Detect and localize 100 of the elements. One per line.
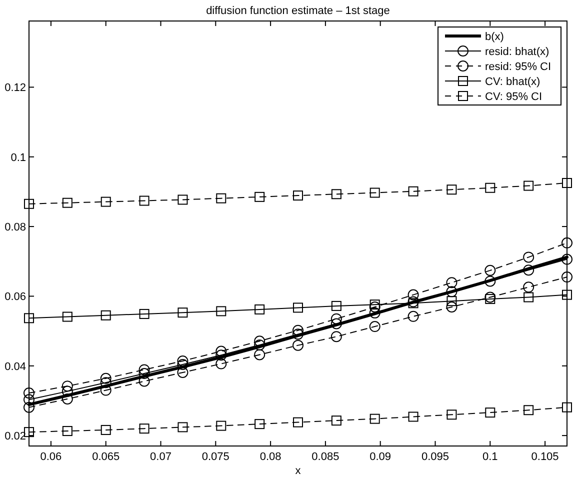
point — [100, 424, 111, 435]
point — [446, 302, 458, 313]
point — [446, 286, 458, 298]
point — [62, 386, 73, 397]
point — [562, 272, 572, 283]
point — [100, 384, 112, 396]
point — [62, 312, 72, 322]
point — [24, 198, 34, 209]
point — [523, 264, 534, 276]
x-tick-label: 0.08 — [260, 451, 282, 463]
point — [370, 414, 380, 424]
y-tick-label: 0.06 — [4, 291, 26, 304]
point — [331, 189, 342, 200]
point — [62, 198, 72, 208]
point — [330, 331, 342, 342]
point — [562, 237, 572, 248]
point — [293, 417, 303, 428]
point — [331, 416, 342, 426]
x-tick-label: 0.09 — [370, 451, 392, 463]
point — [62, 393, 73, 404]
point — [178, 308, 188, 318]
point — [523, 252, 534, 263]
point — [139, 308, 150, 319]
point — [293, 302, 303, 313]
point — [216, 306, 226, 316]
x-tick-label: 0.075 — [202, 451, 230, 463]
point — [408, 186, 418, 196]
y-tick-label: 0.1 — [10, 152, 26, 164]
point — [446, 296, 457, 306]
legend-label: CV: 95% CI — [485, 91, 542, 103]
point — [330, 318, 342, 330]
x-tick-label: 0.095 — [421, 451, 450, 463]
point — [484, 276, 496, 287]
legend-label: resid: bhat(x) — [485, 46, 550, 58]
point — [100, 196, 111, 207]
point — [254, 339, 266, 350]
point — [485, 182, 496, 193]
point — [216, 420, 226, 431]
point — [524, 292, 534, 302]
chart-title: diffusion function estimate – 1st stage — [206, 5, 390, 17]
point — [369, 307, 380, 318]
point — [178, 422, 188, 432]
point — [524, 180, 534, 191]
point — [62, 380, 73, 392]
point — [408, 412, 418, 422]
point — [446, 410, 457, 420]
point — [369, 321, 380, 332]
point — [562, 402, 572, 412]
point — [177, 366, 188, 378]
point — [216, 346, 227, 357]
point — [254, 419, 265, 430]
point — [524, 405, 534, 416]
point — [138, 368, 150, 380]
point — [100, 377, 112, 388]
point — [562, 178, 572, 188]
point — [293, 190, 303, 201]
point — [216, 350, 227, 361]
point — [523, 282, 534, 293]
point — [292, 340, 304, 351]
point — [254, 349, 266, 360]
point — [216, 193, 226, 204]
point — [254, 192, 265, 202]
point — [292, 324, 304, 336]
point — [446, 184, 457, 195]
point — [408, 310, 419, 322]
point — [100, 372, 112, 384]
legend-label: CV: bhat(x) — [485, 76, 540, 88]
point — [177, 356, 188, 366]
point — [330, 313, 342, 324]
point — [331, 300, 342, 311]
point — [24, 313, 34, 324]
point — [254, 304, 265, 314]
point — [446, 277, 458, 288]
point — [408, 289, 419, 300]
point — [484, 264, 496, 276]
point — [100, 310, 111, 320]
point — [24, 388, 34, 399]
point — [24, 427, 34, 438]
point — [138, 364, 150, 376]
point — [139, 424, 150, 434]
point — [562, 290, 572, 300]
point — [24, 402, 34, 413]
x-tick-label: 0.105 — [531, 451, 559, 463]
point — [139, 196, 150, 206]
legend-label: resid: 95% CI — [485, 61, 552, 73]
x-axis-title: x — [295, 465, 302, 477]
y-tick-label: 0.04 — [4, 360, 26, 373]
point — [562, 254, 572, 265]
x-tick-label: 0.06 — [40, 451, 62, 463]
point — [62, 426, 72, 436]
x-tick-label: 0.1 — [482, 451, 498, 463]
point — [178, 194, 188, 205]
point — [216, 358, 227, 370]
point — [177, 358, 188, 370]
point — [138, 376, 150, 387]
point — [369, 302, 380, 313]
point — [485, 408, 496, 418]
y-tick-label: 0.12 — [4, 82, 26, 94]
y-tick-label: 0.08 — [4, 222, 26, 234]
legend-label: b(x) — [485, 31, 504, 43]
